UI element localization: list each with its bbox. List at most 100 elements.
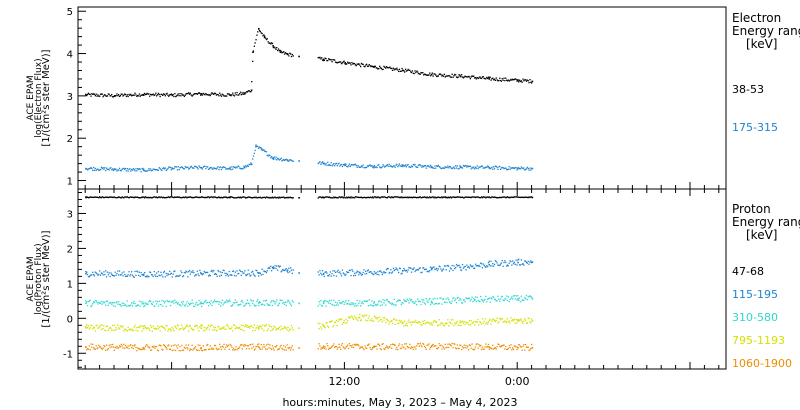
data-point	[272, 197, 274, 199]
data-point	[194, 325, 197, 327]
data-point	[182, 276, 184, 278]
data-point	[159, 167, 161, 170]
data-point	[139, 325, 141, 327]
data-point	[458, 299, 460, 301]
data-point	[289, 328, 291, 331]
data-point	[504, 260, 506, 262]
data-point	[208, 301, 211, 303]
data-point	[479, 321, 481, 323]
data-point	[391, 347, 393, 349]
data-point	[385, 269, 388, 271]
data-point	[226, 168, 229, 170]
data-point	[462, 77, 465, 79]
data-point	[263, 196, 265, 199]
data-point	[437, 75, 439, 77]
data-point	[481, 346, 484, 348]
data-point	[218, 169, 220, 171]
data-point	[220, 274, 223, 276]
data-point	[256, 270, 258, 272]
data-point	[343, 347, 345, 349]
data-point	[134, 302, 136, 305]
data-point	[530, 295, 532, 298]
data-point	[360, 65, 362, 68]
data-point	[382, 272, 384, 274]
data-point	[514, 78, 516, 80]
data-point	[232, 347, 235, 349]
data-point	[229, 94, 231, 96]
data-point	[183, 304, 185, 306]
data-point	[384, 299, 386, 302]
data-point	[154, 347, 156, 349]
data-point	[508, 166, 510, 168]
data-point	[260, 304, 262, 306]
data-point	[405, 343, 407, 345]
data-point	[224, 301, 226, 303]
data-point	[463, 299, 465, 301]
data-point	[395, 348, 397, 350]
x-tick-label: 0:00	[505, 375, 530, 388]
data-point	[391, 166, 394, 168]
data-point	[495, 260, 497, 263]
data-point	[478, 300, 480, 302]
data-point	[397, 196, 399, 198]
data-point	[474, 324, 476, 326]
data-point	[208, 328, 211, 331]
data-point	[487, 196, 490, 199]
data-point	[121, 196, 123, 198]
data-point	[528, 82, 530, 84]
data-point	[223, 196, 225, 198]
data-point	[517, 320, 519, 322]
data-point	[325, 196, 327, 198]
data-point	[178, 304, 180, 306]
data-point	[274, 196, 276, 198]
data-point	[381, 166, 383, 168]
data-point	[500, 196, 503, 199]
data-point	[185, 303, 187, 305]
data-point	[186, 271, 188, 273]
data-point	[142, 301, 144, 303]
data-point	[446, 301, 448, 304]
data-point	[267, 41, 269, 43]
data-point	[433, 320, 435, 322]
data-point	[376, 166, 378, 169]
data-point	[344, 197, 346, 199]
data-point	[240, 168, 242, 170]
data-point	[328, 302, 330, 304]
data-point	[100, 347, 103, 349]
data-point	[407, 299, 409, 302]
data-point	[198, 330, 200, 332]
data-point	[467, 76, 469, 78]
data-point	[455, 76, 458, 78]
data-point	[322, 324, 325, 326]
data-point	[229, 300, 231, 302]
data-point	[160, 271, 162, 273]
data-point	[354, 303, 357, 305]
data-point	[226, 301, 229, 303]
data-point	[429, 75, 432, 77]
data-point	[461, 302, 463, 304]
data-point	[430, 322, 433, 324]
data-point	[165, 305, 167, 308]
data-point	[90, 95, 92, 97]
y-tick-label: 0	[67, 314, 73, 325]
data-point	[240, 300, 242, 302]
data-point	[459, 196, 461, 198]
data-point	[149, 271, 151, 273]
data-point	[213, 300, 215, 303]
data-point	[333, 196, 335, 198]
data-point	[182, 300, 185, 303]
data-point	[486, 321, 488, 323]
data-point	[171, 167, 174, 170]
data-point	[521, 196, 523, 198]
data-point	[411, 346, 414, 349]
data-point	[151, 197, 153, 199]
data-point	[89, 275, 91, 277]
data-point	[436, 325, 439, 327]
data-point	[522, 322, 524, 324]
data-point	[367, 165, 369, 167]
data-point	[442, 167, 444, 169]
data-point	[222, 327, 224, 329]
data-point	[195, 324, 198, 326]
data-point	[402, 164, 404, 167]
data-point	[344, 164, 346, 167]
